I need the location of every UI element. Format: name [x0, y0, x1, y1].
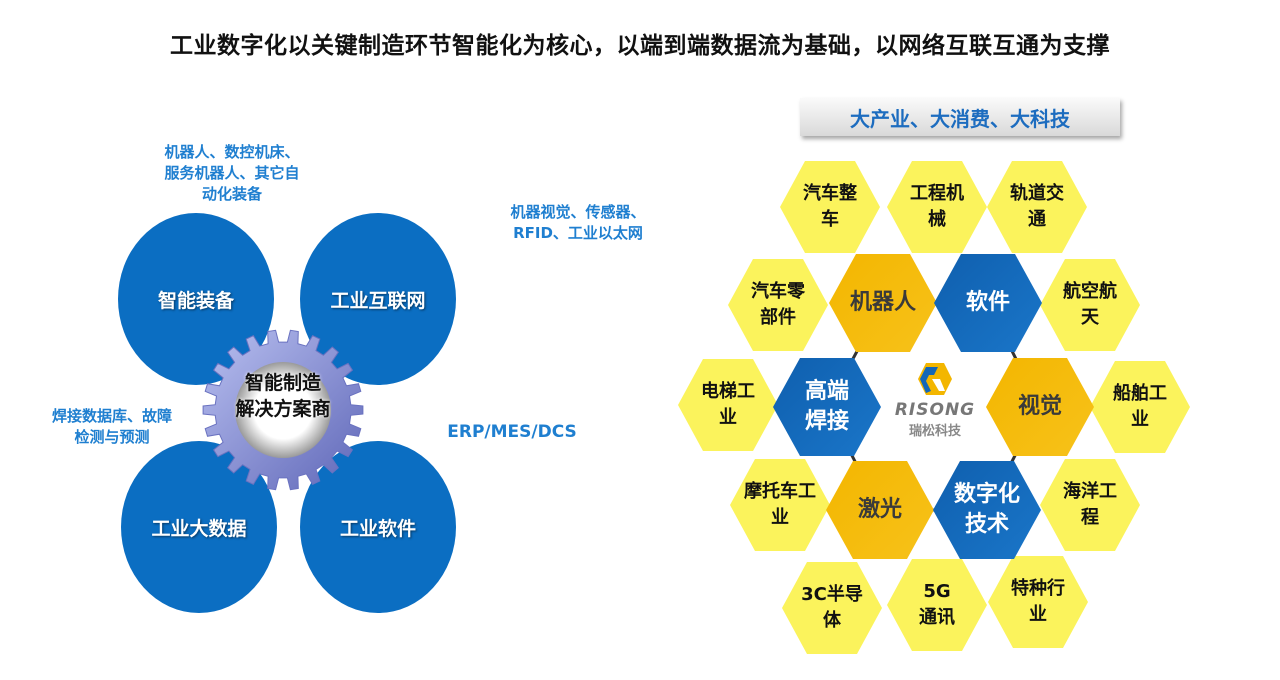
hex-industry: 5G 通讯 — [887, 559, 987, 651]
hex-industry: 摩托车工 业 — [730, 459, 830, 551]
gear-hole — [235, 362, 331, 458]
logo-chinese-name: 瑞松科技 — [908, 424, 961, 439]
logo-mark-icon — [918, 363, 952, 395]
hex-software: 软件 — [934, 254, 1042, 352]
banner: 大产业、大消费、大科技 — [800, 98, 1120, 136]
hex-industry: 电梯工 业 — [678, 359, 778, 451]
page-title: 工业数字化以关键制造环节智能化为核心，以端到端数据流为基础，以网络互联互通为支撑 — [170, 33, 1110, 59]
note-big-data: 焊接数据库、故障 检测与预测 — [51, 407, 173, 446]
logo-wordmark: RISONG — [894, 400, 976, 420]
hex-welding: 高端 焊接 — [773, 358, 881, 456]
circle-industrial-software: 工业软件 — [300, 441, 456, 613]
hex-robot: 机器人 — [829, 254, 937, 352]
risong-logo: RISONG 瑞松科技 — [890, 362, 980, 439]
center-label: 智能制造 解决方案商 — [235, 372, 331, 420]
note-equipment: 机器人、数控机床、 服务机器人、其它自 动化装备 — [164, 143, 300, 203]
note-internet: 机器视觉、传感器、 RFID、工业以太网 — [510, 203, 646, 242]
hex-industry: 3C半导 体 — [782, 562, 882, 654]
hex-industry: 工程机 械 — [887, 161, 987, 253]
gear-icon — [202, 329, 364, 491]
circle-label: 工业大数据 — [151, 517, 247, 540]
hex-vision: 视觉 — [986, 358, 1094, 456]
circle-label: 工业互联网 — [330, 289, 426, 312]
circle-label: 智能装备 — [157, 289, 234, 312]
hex-industry: 汽车整 车 — [780, 161, 880, 253]
hex-industry: 汽车零 部件 — [728, 259, 828, 351]
note-software: ERP/MES/DCS — [447, 422, 577, 442]
circle-label: 工业软件 — [339, 517, 416, 540]
